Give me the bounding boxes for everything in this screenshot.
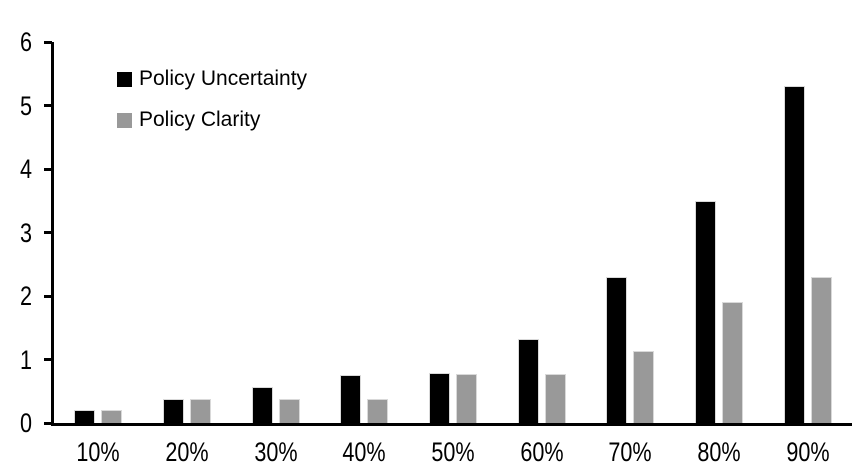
bar-policy-clarity-20% <box>190 398 211 423</box>
legend: Policy Uncertainty Policy Clarity <box>117 64 307 146</box>
legend-swatch-icon <box>117 112 132 128</box>
bar-policy-clarity-30% <box>278 398 300 423</box>
x-axis-tick-label: 70% <box>608 437 652 467</box>
bar-policy-clarity-70% <box>633 351 655 423</box>
x-axis-tick-label: 20% <box>165 437 209 467</box>
bar-policy-clarity-60% <box>544 374 566 423</box>
bar-policy-uncertainty-30% <box>251 386 273 423</box>
y-axis-tick-label: 4 <box>19 154 32 184</box>
x-axis-tick-label: 40% <box>342 437 386 467</box>
bar-policy-uncertainty-80% <box>695 200 716 423</box>
x-axis-tick-label: 60% <box>520 437 564 467</box>
bar-policy-uncertainty-50% <box>429 373 450 423</box>
legend-label: Policy Clarity <box>139 108 261 131</box>
y-axis-tick-label: 3 <box>19 217 32 248</box>
y-axis-tick <box>44 104 52 107</box>
bar-policy-clarity-90% <box>810 276 832 423</box>
y-axis-tick-label: 0 <box>19 408 32 438</box>
bar-policy-uncertainty-60% <box>517 338 539 423</box>
y-axis-tick <box>44 40 52 44</box>
y-axis-tick-label: 2 <box>19 281 32 311</box>
legend-label: Policy Uncertainty <box>139 67 308 90</box>
y-axis-tick <box>44 294 52 298</box>
bar-policy-uncertainty-10% <box>74 410 96 423</box>
y-axis-tick <box>44 421 52 425</box>
bar-policy-uncertainty-20% <box>163 398 184 423</box>
bar-policy-clarity-40% <box>367 398 389 423</box>
x-axis-tick-label: 10% <box>76 437 120 467</box>
bar-policy-uncertainty-90% <box>783 86 805 423</box>
x-axis-tick-label: 80% <box>697 437 741 467</box>
bar-policy-uncertainty-70% <box>606 276 628 423</box>
bar-policy-clarity-50% <box>456 374 477 423</box>
y-axis-tick-label: 5 <box>19 90 32 121</box>
x-axis-tick-label: 30% <box>254 437 298 467</box>
y-axis-tick-label: 1 <box>19 344 32 375</box>
plot-area <box>54 42 852 426</box>
bar-policy-uncertainty-40% <box>340 374 362 423</box>
y-axis-tick <box>44 231 52 234</box>
y-axis-tick <box>44 358 52 361</box>
legend-item: Policy Clarity <box>117 105 307 135</box>
legend-swatch-icon <box>117 71 132 87</box>
y-axis-tick <box>44 167 52 171</box>
x-axis-tick-label: 50% <box>431 437 475 467</box>
bar-policy-clarity-10% <box>101 410 123 423</box>
y-axis-tick-label: 6 <box>19 27 32 57</box>
y-axis-line <box>51 42 54 426</box>
x-axis-tick-label: 90% <box>786 437 830 467</box>
bar-policy-clarity-80% <box>722 302 743 423</box>
legend-item: Policy Uncertainty <box>117 64 307 94</box>
